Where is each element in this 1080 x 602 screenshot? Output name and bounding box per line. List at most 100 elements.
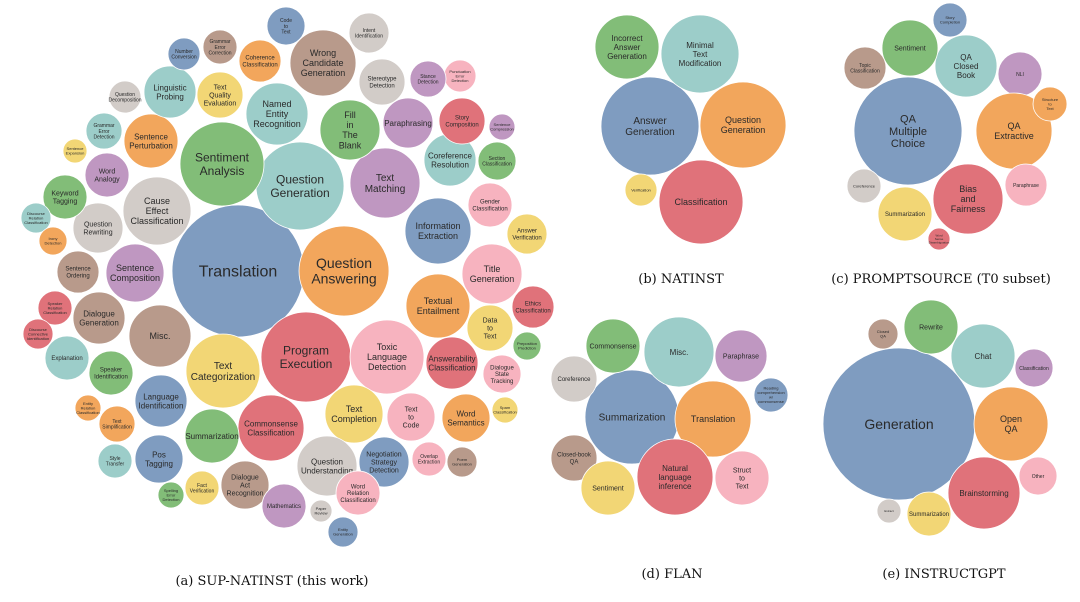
bubble-flan-sentiment: Sentiment [580,460,636,516]
bubble-label: Word Analogy [94,169,120,184]
bubble-promptsource-qa-extractive: QA Extractive [975,92,1053,170]
bubble-label: Paraphrasing [384,119,432,128]
bubble-supnatinst-spelling-error-detection: Spelling Error Detection [157,481,185,509]
bubble-label: QA Extractive [994,121,1034,141]
bubble-label: Text Quality Evaluation [204,85,237,108]
bubble-label: Coreference Resolution [428,151,473,169]
bubble-circle [950,323,1016,389]
bubble-supnatinst-ethics-classification: Ethics Classification [511,285,555,329]
bubble-supnatinst-spam-classification: Spam Classification [491,396,519,424]
caption-natinst: (b) NATINST [638,272,724,287]
bubble-label: Answer Verification [512,229,541,242]
bubble-circle [1014,348,1054,388]
bubble-label: Coreference [557,377,591,383]
bubble-label: Number Conversion [171,49,197,61]
bubble-circle [349,147,421,219]
bubble-label: Chat [975,352,993,361]
bubble-circle [1018,456,1058,496]
bubble-label: Text to Code [403,407,420,430]
bubble-label: Word Semantics [447,409,484,427]
bubble-supnatinst-toxic-language-detection: Toxic Language Detection [349,319,425,395]
bubble-supnatinst-poem-generation: Poem Generation [446,446,478,478]
bubble-label: Natural language inference [659,464,692,491]
bubble-label: Text Categorization [191,361,255,383]
bubble-circle [85,112,123,150]
bubble-circle [404,197,472,265]
bubble-label: Data to Text [483,318,498,341]
bubble-circle [441,393,491,443]
bubble-circle [196,71,244,119]
bubble-instructgpt-extract: Extract [876,498,902,524]
bubble-circle [947,456,1021,530]
bubble-supnatinst-textual-entailment: Textual Entailment [405,273,471,339]
bubble-label: Structure to Text [1042,97,1059,111]
bubble-promptsource-paraphrase: Paraphrase [1004,163,1048,207]
bubble-supnatinst-speaker-identification: Speaker Identification [88,350,134,396]
bubble-label: Named Entity Recognition [253,99,301,129]
bubble-circle [88,350,134,396]
bubble-circle [411,441,447,477]
bubble-promptsource-topic-classification: Topic Classification [843,46,887,90]
bubble-label: Sentiment [894,46,926,53]
bubble-circle [261,483,307,529]
bubble-supnatinst-named-entity-recognition: Named Entity Recognition [245,82,309,146]
bubble-label: Dialogue State Tracking [490,365,514,384]
bubble-supnatinst-text-completion: Text Completion [324,384,384,444]
bubble-label: Brainstorming [959,489,1008,498]
bubble-label: Sentence Ordering [65,267,91,280]
bubble-supnatinst-question-rewriting: Question Rewriting [72,202,124,254]
panel-flan: Summarization Commonsense Misc. Paraphrase C… [550,316,789,516]
bubble-circle [20,202,52,234]
bubble-circle [358,58,406,106]
bubble-label: Discourse Relation Classification [24,211,48,225]
bubble-supnatinst-text-simplification: Text Simplification [98,405,136,443]
bubble-label: QA Closed Book [954,53,979,80]
bubble-supnatinst-stereotype-detection: Stereotype Detection [358,58,406,106]
bubble-supnatinst-sentence-composition: Sentence Composition [105,243,165,303]
panel-natinst: Answer Generation Incorrect Answer Generatio… [594,14,787,245]
bubble-supnatinst-punctuation-error-detection: Punctuation Error Detection [443,59,477,93]
bubble-label: Information Extraction [415,221,460,241]
bubble-flan-translation: Translation [674,380,752,458]
bubble-label: Fact Verification [190,483,215,495]
bubble-natinst-verification: Verification [624,173,658,207]
bubble-supnatinst-keyword-tagging: Keyword Tagging [42,174,88,220]
bubble-circle [409,60,447,98]
bubble-circle [446,446,478,478]
bubble-supnatinst-answer-verification: Answer Verification [506,213,548,255]
caption-flan: (d) FLAN [641,567,702,582]
bubble-label: QA Multiple Choice [889,114,927,151]
bubble-label: Translation [199,264,278,281]
bubble-circle [386,392,436,442]
bubble-circle [123,113,179,169]
bubble-circle [298,225,390,317]
bubble-label: Wrong Candidate Generation [301,48,346,78]
bubble-label: Style Transfer [106,456,125,468]
bubble-label: Fill in The Blank [339,110,362,150]
bubble-flan-reading-comprehension-w-commonsense: Reading comprehension w/commonsense [753,377,789,413]
bubble-label: Word Sense Disambiguation [929,234,950,245]
bubble-circle [238,39,282,83]
bubble-label: NLI [1016,72,1024,78]
bubble-supnatinst-paraphrasing: Paraphrasing [382,97,434,149]
bubble-label: Incorrect Answer Generation [607,34,647,61]
bubble-circle [38,226,68,256]
bubble-label: Paraphrase [723,353,759,360]
bubble-label: Sentiment Analysis [195,151,250,178]
bubble-supnatinst-linguistic-probing: Linguistic Probing [143,65,197,119]
bubble-label: Closed QA [877,329,889,338]
bubble-label: Struct to Text [733,468,751,491]
bubble-supnatinst-text-categorization: Text Categorization [185,333,261,409]
bubble-supnatinst-section-classification: Section Classification [477,141,517,181]
bubble-label: Answerability Classification [428,354,475,372]
bubble-circle [42,174,88,220]
bubble-instructgpt-generation: Generation [822,347,976,501]
bubble-label: Pos Tagging [145,450,173,468]
bubble-label: Sentence Compression [490,122,514,131]
bubble-promptsource-bias-and-fairness: Bias and Fairness [932,163,1004,235]
bubble-promptsource-nli: NLI [997,51,1043,97]
bubble-circle [438,97,486,145]
bubble-circle [108,80,142,114]
bubble-label: Program Execution [280,344,333,371]
bubble-supnatinst-sentence-expansion: Sentence Expansion [62,138,88,164]
